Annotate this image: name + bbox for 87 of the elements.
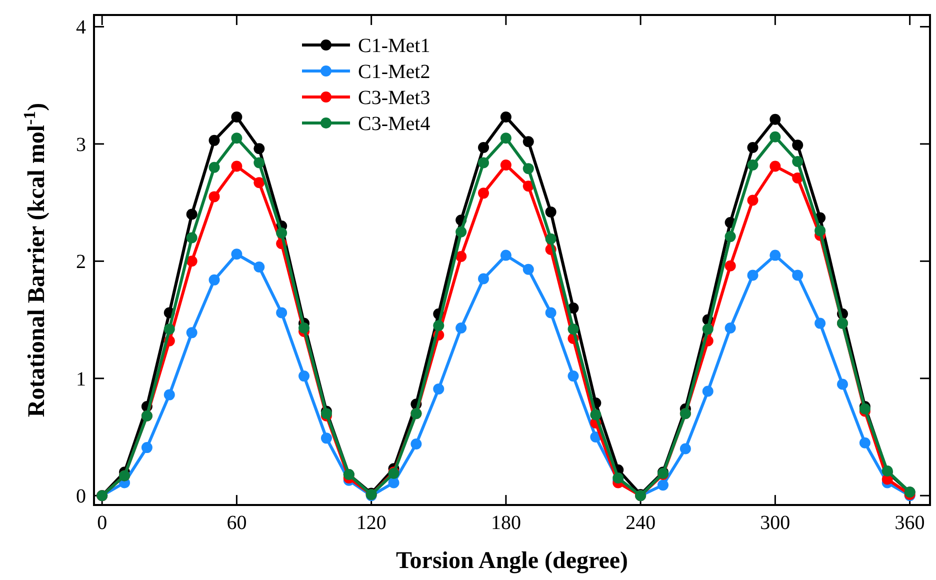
point (747, 160, 758, 171)
point (298, 370, 310, 382)
point (456, 322, 467, 334)
x-tick-label: 60 (226, 512, 247, 534)
y-tick-label: 4 (76, 16, 86, 39)
point (478, 188, 490, 199)
point (208, 162, 220, 173)
point (320, 432, 332, 444)
point (433, 320, 444, 332)
x-tick-label: 180 (490, 512, 521, 534)
point (792, 140, 804, 151)
y-tick-label: 2 (76, 251, 86, 274)
point (410, 438, 422, 450)
point (208, 134, 220, 146)
x-tick-label: 240 (626, 512, 656, 534)
x-tick-label: 120 (356, 512, 386, 534)
point (500, 160, 512, 171)
point (276, 307, 288, 318)
point (814, 225, 826, 236)
legend-label: C3-Met4 (358, 113, 430, 135)
y-tick-label: 1 (76, 368, 86, 390)
point (164, 324, 175, 335)
point (568, 324, 579, 335)
point (478, 142, 490, 153)
point (141, 442, 152, 454)
point (792, 156, 804, 168)
point (433, 383, 444, 394)
y-tick-label: 3 (76, 134, 86, 156)
point (747, 142, 758, 153)
point (836, 378, 848, 390)
point (702, 386, 714, 397)
point (231, 248, 242, 260)
point (456, 250, 467, 262)
point (208, 274, 220, 286)
point (545, 307, 556, 318)
point (186, 208, 198, 220)
point (208, 191, 220, 202)
point (254, 262, 265, 273)
x-axis-title: Torsion Angle (degree) (396, 548, 628, 574)
point (164, 389, 175, 400)
point (747, 270, 758, 281)
point (545, 206, 556, 218)
point (590, 409, 602, 420)
point (724, 322, 736, 334)
y-tick-label: 0 (76, 486, 86, 508)
point (859, 437, 870, 448)
legend-label: C1-Met1 (358, 35, 430, 57)
point (724, 231, 736, 242)
point (680, 443, 691, 454)
point (276, 228, 288, 239)
point (500, 132, 512, 144)
point (568, 370, 579, 382)
legend-label: C3-Met3 (358, 87, 430, 109)
point (522, 163, 534, 174)
point (770, 131, 781, 142)
point (254, 143, 265, 154)
point (231, 132, 242, 144)
point (254, 157, 265, 168)
x-tick-label: 0 (97, 512, 108, 534)
point (522, 136, 534, 148)
point (500, 111, 512, 122)
point (792, 270, 804, 281)
point (478, 157, 490, 168)
point (254, 177, 265, 188)
point (702, 324, 714, 335)
point (522, 264, 534, 275)
point (770, 114, 781, 125)
point (388, 477, 400, 488)
point (186, 256, 198, 267)
x-tick-label: 300 (760, 512, 790, 534)
point (298, 322, 310, 334)
point (747, 194, 758, 206)
legend-label: C1-Met2 (358, 61, 430, 83)
point (658, 480, 668, 491)
point (814, 318, 826, 329)
point (231, 160, 242, 172)
x-tick-label: 360 (894, 512, 925, 534)
point (456, 226, 467, 238)
point (770, 160, 781, 172)
point (500, 250, 512, 261)
point (478, 273, 490, 284)
point (231, 111, 242, 122)
point (770, 250, 781, 261)
point (186, 327, 198, 338)
point (545, 233, 556, 244)
point (186, 232, 198, 244)
point (724, 260, 736, 272)
